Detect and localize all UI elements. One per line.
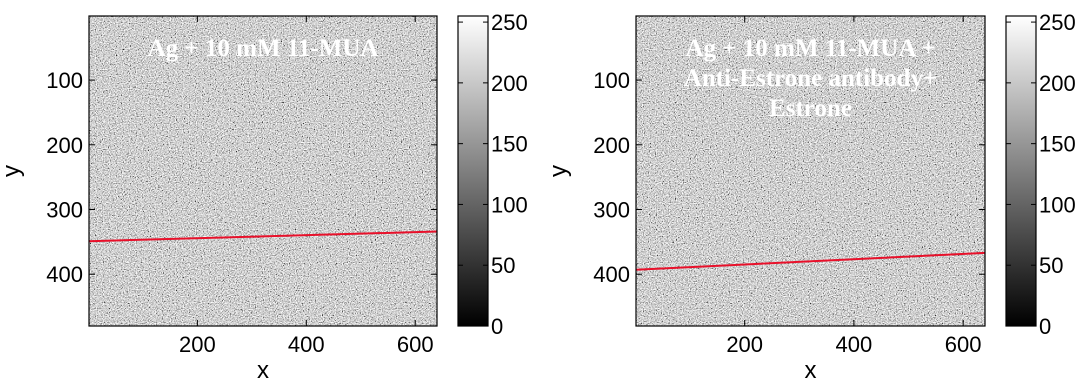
colorbar-frame (1005, 15, 1037, 327)
colorbar-frame (457, 15, 489, 327)
colorbar-tick-label: 250 (491, 10, 528, 35)
overlay-line (88, 230, 438, 243)
y-tick-label: 300 (46, 198, 83, 223)
colorbar-tick-label: 50 (491, 253, 515, 278)
x-tick-label: 400 (836, 332, 873, 357)
annotation-line: Ag + 10 mM 11-MUA + (686, 35, 936, 62)
colorbar-tick-label: 150 (491, 132, 528, 157)
colorbar-tick-label: 200 (1039, 71, 1076, 96)
speckle-image (89, 16, 437, 326)
colorbar-tick-label: 0 (1039, 314, 1051, 339)
colorbar (458, 16, 488, 326)
annotation-line: Ag + 10 mM 11-MUA (148, 35, 379, 62)
x-axis-label: x (257, 357, 269, 381)
colorbar-tick-label: 100 (1039, 192, 1076, 217)
x-tick-label: 200 (179, 332, 216, 357)
annotation-line: Estrone (769, 95, 852, 122)
y-tick-label: 400 (46, 262, 83, 287)
y-tick-label: 300 (593, 198, 630, 223)
y-tick-label: 100 (593, 68, 630, 93)
panel-2: 200 400 600 100 200 300 400 x y Ag + 10 mM 11-MUA… (545, 10, 1076, 381)
colorbar-tick-label: 150 (1039, 132, 1076, 157)
annotation-line: Anti-Estrone antibody+ (684, 65, 937, 92)
overlay-line (635, 251, 986, 271)
colorbar-tick-label: 250 (1039, 10, 1076, 35)
colorbar-tick-label: 200 (491, 71, 528, 96)
x-tick-label: 200 (726, 332, 763, 357)
x-axis-label: x (805, 357, 817, 381)
y-tick-label: 200 (46, 133, 83, 158)
x-tick-label: 600 (397, 332, 434, 357)
x-tick-label: 400 (288, 332, 325, 357)
panel-1: 200 400 600 100 200 300 400 x y Ag + 10 mM 11-MUA… (0, 10, 528, 381)
y-axis-label: y (0, 165, 25, 177)
axes-frame (88, 15, 438, 327)
axes-frame (635, 15, 986, 327)
colorbar (1006, 16, 1036, 326)
colorbar-tick-label: 100 (491, 192, 528, 217)
colorbar-tick-label: 0 (491, 314, 503, 339)
colorbar-tick-label: 50 (1039, 253, 1063, 278)
y-axis-label: y (545, 165, 572, 177)
speckle-image (636, 16, 985, 326)
y-tick-label: 100 (46, 68, 83, 93)
x-tick-label: 600 (945, 332, 982, 357)
y-tick-label: 400 (593, 262, 630, 287)
y-tick-label: 200 (593, 133, 630, 158)
